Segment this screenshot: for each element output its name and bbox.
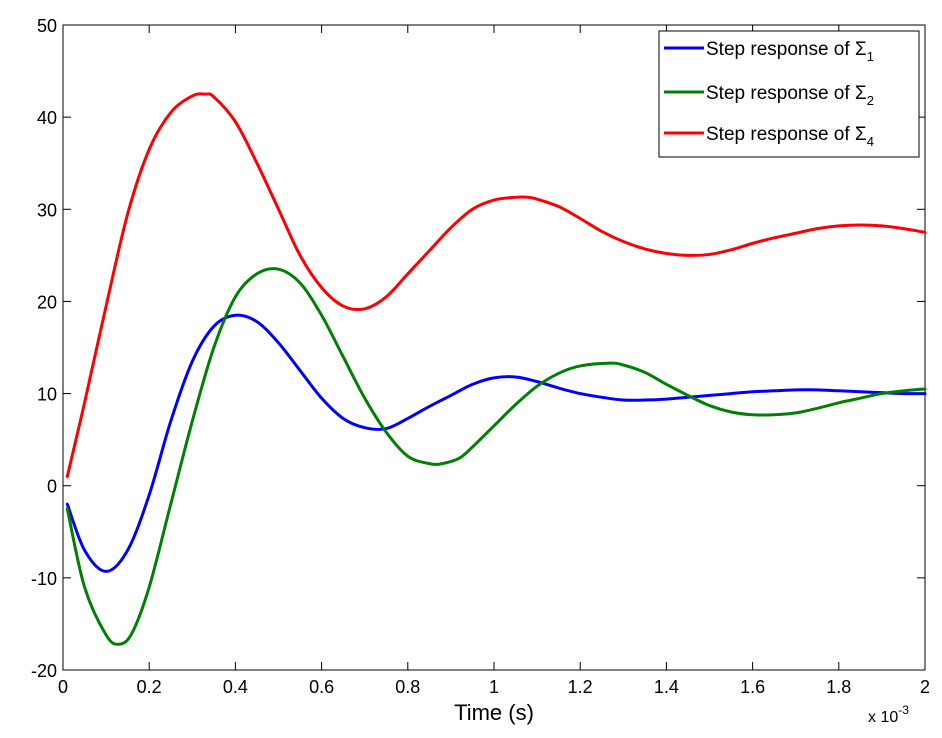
y-tick-label: 30 [37, 200, 57, 220]
legend-text-sigma1: Step response of Σ [706, 39, 867, 60]
legend-label-sigma4: Step response of Σ4 [706, 124, 874, 149]
x-tick-label: 0.2 [137, 677, 162, 697]
x-tick-label: 1.2 [568, 677, 593, 697]
x-tick-label: 1.8 [826, 677, 851, 697]
axis-layer: 0 0.2 0.4 0.6 0.8 1 1.2 1.4 1.6 1.8 2 -20 -10 0 10 20 30… [31, 16, 930, 697]
legend-sub-sigma2: 2 [867, 93, 874, 108]
legend-sub-sigma4: 4 [867, 134, 874, 149]
x-tick-label: 1.4 [654, 677, 679, 697]
x-tick-label: 1.6 [740, 677, 765, 697]
legend-box [658, 30, 920, 158]
legend-text-sigma2: Step response of Σ [706, 83, 867, 104]
y-tick-label: -10 [31, 569, 57, 589]
legend-sub-sigma1: 1 [867, 49, 874, 64]
legend-label-sigma2: Step response of Σ2 [706, 83, 874, 108]
y-tick-label: 0 [47, 477, 57, 497]
x-tick-label: 0 [58, 677, 68, 697]
legend: Step response of Σ1 Step response of Σ2 … [658, 30, 920, 158]
y-tick-label: 10 [37, 385, 57, 405]
x-tick-label: 2 [920, 677, 930, 697]
x-axis-multiplier: x 10-3 [868, 703, 909, 726]
series-line-sigma2 [65, 267, 927, 646]
series-line-sigma4 [65, 92, 927, 478]
x-tick-label: 0.4 [223, 677, 248, 697]
y-tick-label: 20 [37, 292, 57, 312]
y-tick-label: -20 [31, 661, 57, 681]
x-tick-label: 0.8 [395, 677, 420, 697]
legend-label-sigma1: Step response of Σ1 [706, 39, 874, 64]
series-line-sigma1 [65, 313, 927, 573]
x-tick-label: 0.6 [309, 677, 334, 697]
x-axis-label: Time (s) [454, 700, 534, 725]
series-layer [65, 92, 927, 646]
x-axis-multiplier-base: x 10 [868, 709, 898, 726]
x-tick-label: 1 [489, 677, 499, 697]
legend-text-sigma4: Step response of Σ [706, 124, 867, 145]
y-tick-label: 50 [37, 16, 57, 36]
y-tick-label: 40 [37, 108, 57, 128]
x-axis-multiplier-exponent: -3 [898, 703, 909, 717]
